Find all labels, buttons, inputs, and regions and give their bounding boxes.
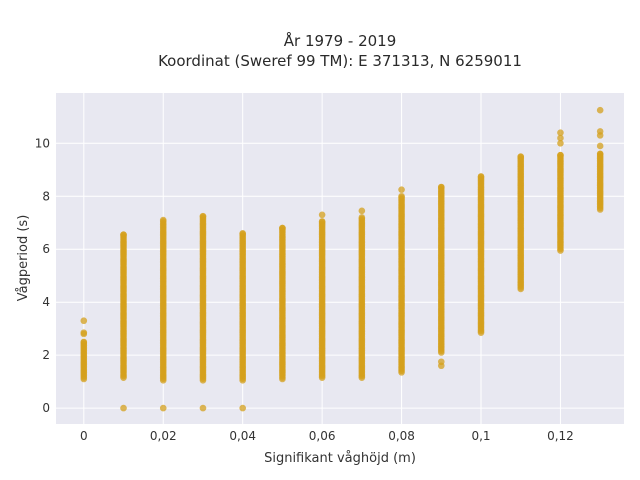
data-point	[557, 140, 564, 147]
data-point	[437, 358, 445, 366]
data-point	[279, 224, 286, 232]
x-tick-label: 0,1	[471, 429, 490, 443]
y-tick-labels: 0 2 4 6 8 10	[35, 136, 50, 415]
data-point	[517, 153, 525, 160]
data-point	[596, 128, 604, 135]
chart-title-line1: År 1979 - 2019	[284, 31, 397, 50]
data-point	[159, 216, 167, 224]
x-tick-label: 0,06	[309, 429, 336, 443]
data-point	[80, 338, 88, 346]
y-axis-label: Vågperiod (s)	[16, 215, 31, 302]
data-point	[318, 218, 326, 225]
data-point	[199, 404, 207, 412]
x-axis-label: Signifikant våghöjd (m)	[264, 451, 416, 466]
data-point	[398, 186, 405, 193]
y-tick-label: 4	[42, 295, 50, 309]
y-tick-label: 8	[42, 189, 50, 203]
data-point	[80, 329, 88, 336]
x-tick-label: 0,08	[388, 429, 415, 443]
data-point	[318, 211, 326, 219]
plot-area	[56, 93, 624, 424]
data-point	[159, 404, 167, 412]
data-point	[239, 404, 246, 412]
data-point	[557, 151, 564, 159]
y-tick-label: 6	[42, 242, 50, 256]
x-tick-label: 0,02	[150, 429, 177, 443]
data-point	[596, 150, 604, 158]
data-points	[80, 106, 604, 412]
y-tick-label: 10	[35, 136, 50, 150]
data-point	[477, 173, 485, 180]
x-tick-label: 0,04	[229, 429, 256, 443]
data-point	[199, 212, 207, 220]
data-point	[120, 231, 127, 238]
data-point	[358, 214, 366, 221]
y-tick-label: 0	[42, 401, 50, 415]
data-point	[557, 129, 564, 137]
data-point	[557, 134, 564, 142]
data-point	[239, 230, 246, 237]
data-point	[596, 142, 604, 150]
chart-title-line2: Koordinat (Sweref 99 TM): E 371313, N 62…	[158, 52, 522, 70]
y-tick-label: 2	[42, 348, 50, 362]
data-point	[358, 207, 366, 215]
data-point	[437, 183, 445, 191]
x-tick-label: 0	[80, 429, 88, 443]
x-tick-label: 0,12	[547, 429, 574, 443]
data-point	[120, 404, 127, 412]
x-tick-labels: 0 0,02 0,04 0,06 0,08 0,1 0,12	[80, 429, 574, 443]
data-point	[596, 106, 604, 114]
data-point	[80, 317, 88, 325]
data-point	[398, 192, 405, 200]
